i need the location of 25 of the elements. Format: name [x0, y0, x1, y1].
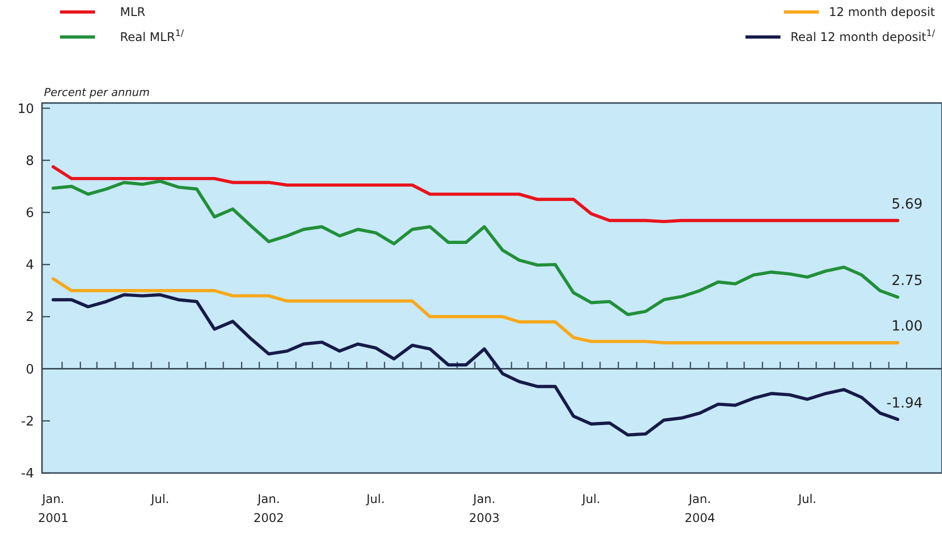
y-tick-label: -4 — [21, 466, 34, 482]
x-tick-label: Jan. 2001 — [38, 492, 68, 526]
legend-label: Real MLR$^{1/}$ — [120, 29, 185, 44]
data-label: 2.75 — [892, 273, 923, 290]
x-tick-label: Jan. 2003 — [469, 492, 500, 526]
x-tick-label: Jan. 2004 — [684, 492, 716, 526]
legend-label: Real 12 month deposit$^{1/}$ — [790, 29, 936, 44]
y-tick-label: 4 — [26, 258, 34, 274]
x-tick-label: Jul. — [366, 492, 385, 506]
y-tick-label: 8 — [26, 154, 34, 169]
data-label: -1.94 — [886, 395, 923, 412]
legend-label: MLR — [120, 5, 146, 20]
y-tick-label: -2 — [21, 414, 34, 430]
x-tick-label: Jul. — [797, 492, 817, 506]
data-label: 1.00 — [892, 318, 923, 335]
y-tick-label: 0 — [26, 362, 34, 378]
y-tick-label: 2 — [26, 310, 34, 326]
x-tick-label: Jul. — [150, 492, 170, 506]
data-label: 5.69 — [892, 196, 923, 213]
x-tick-label: Jan. 2002 — [254, 492, 284, 526]
y-tick-label: 10 — [17, 102, 34, 117]
x-tick-label: Jul. — [581, 492, 600, 506]
legend-label: 12 month deposit — [828, 5, 936, 20]
y-axis-title: Percent per annum — [44, 86, 150, 99]
y-tick-label: 6 — [26, 206, 34, 221]
